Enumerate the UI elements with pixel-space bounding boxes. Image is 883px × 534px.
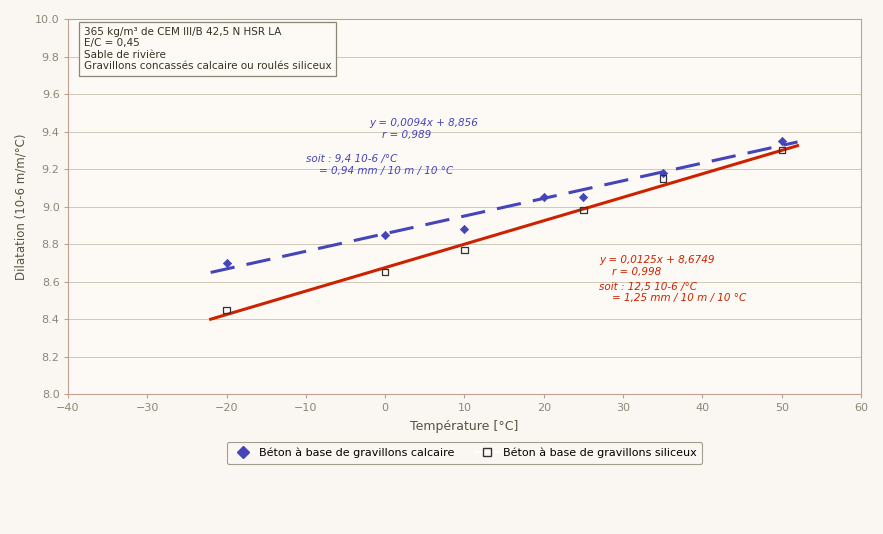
Point <box>378 231 392 239</box>
Point <box>774 146 789 155</box>
Text: soit : 9,4 10-6 /°C
    = 0,94 mm / 10 m / 10 °C: soit : 9,4 10-6 /°C = 0,94 mm / 10 m / 1… <box>306 154 453 176</box>
Point <box>577 206 591 215</box>
Text: soit : 12,5 10-6 /°C
    = 1,25 mm / 10 m / 10 °C: soit : 12,5 10-6 /°C = 1,25 mm / 10 m / … <box>600 281 746 303</box>
Point <box>774 137 789 145</box>
Point <box>220 258 234 267</box>
Point <box>220 305 234 314</box>
Point <box>656 174 670 183</box>
Text: 365 kg/m³ de CEM III/B 42,5 N HSR LA
E/C = 0,45
Sable de rivière
Gravillons conc: 365 kg/m³ de CEM III/B 42,5 N HSR LA E/C… <box>84 27 331 72</box>
Point <box>457 225 472 233</box>
X-axis label: Température [°C]: Température [°C] <box>411 420 518 433</box>
Point <box>537 193 551 201</box>
Point <box>457 246 472 254</box>
Point <box>378 268 392 277</box>
Text: y = 0,0125x + 8,6749
    r = 0,998: y = 0,0125x + 8,6749 r = 0,998 <box>600 255 714 277</box>
Y-axis label: Dilatation (10-6 m/m/°C): Dilatation (10-6 m/m/°C) <box>15 134 28 280</box>
Point <box>577 193 591 201</box>
Text: y = 0,0094x + 8,856
    r = 0,989: y = 0,0094x + 8,856 r = 0,989 <box>369 119 479 140</box>
Point <box>656 169 670 177</box>
Legend: Béton à base de gravillons calcaire, Béton à base de gravillons siliceux: Béton à base de gravillons calcaire, Bét… <box>227 442 702 464</box>
